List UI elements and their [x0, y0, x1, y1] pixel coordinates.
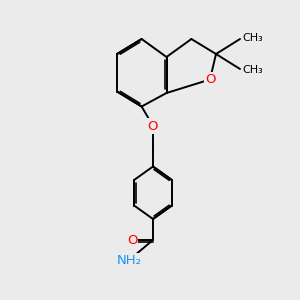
- Text: NH₂: NH₂: [116, 254, 142, 267]
- Text: CH₃: CH₃: [242, 33, 263, 43]
- Text: CH₃: CH₃: [242, 64, 263, 75]
- Text: O: O: [127, 233, 137, 247]
- Text: O: O: [148, 119, 158, 133]
- Text: O: O: [205, 73, 215, 86]
